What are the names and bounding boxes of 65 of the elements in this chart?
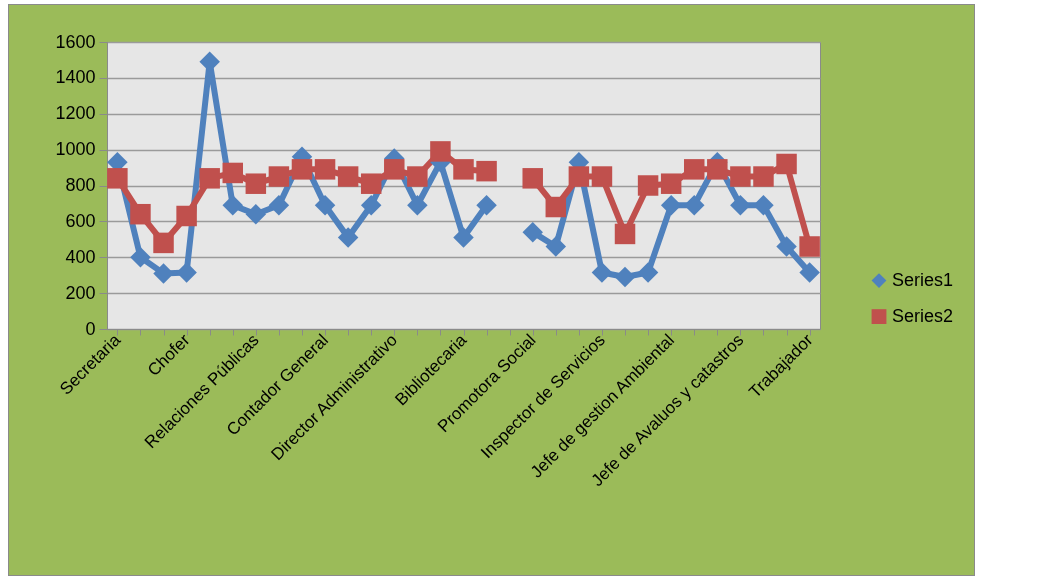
- point: [245, 203, 267, 225]
- point: [591, 262, 613, 283]
- point: [430, 141, 451, 162]
- point: [684, 159, 705, 180]
- point: [384, 159, 405, 180]
- point: [453, 227, 474, 248]
- point: [545, 196, 567, 218]
- point: [614, 223, 636, 245]
- point: [176, 262, 197, 283]
- point: [707, 159, 728, 180]
- point: [753, 166, 774, 187]
- point: [107, 168, 128, 189]
- point: [407, 194, 428, 216]
- point: [199, 168, 220, 189]
- point: [660, 194, 682, 216]
- y-tick-label: 1400: [55, 67, 96, 88]
- y-tick-label: 400: [65, 246, 96, 267]
- point: [476, 194, 497, 216]
- point: [637, 175, 659, 196]
- point: [314, 159, 336, 180]
- legend-label: Series2: [892, 305, 954, 326]
- point: [522, 168, 543, 189]
- point: [222, 162, 243, 184]
- point: [314, 194, 336, 216]
- y-tick-label: 600: [65, 210, 96, 231]
- point: [153, 232, 174, 254]
- point: [153, 263, 174, 284]
- y-tick-label: 1600: [55, 31, 96, 52]
- point: [291, 159, 313, 180]
- point: [799, 262, 820, 283]
- point: [176, 205, 197, 227]
- y-tick-label: 800: [65, 175, 96, 195]
- point: [476, 160, 497, 182]
- point: [130, 203, 151, 225]
- point: [268, 194, 290, 216]
- point: [268, 166, 290, 187]
- point: [684, 194, 705, 216]
- point: [407, 166, 428, 187]
- point: [522, 221, 543, 243]
- point: [545, 236, 567, 257]
- point: [245, 173, 267, 194]
- y-tick-label: 1000: [55, 139, 96, 160]
- point: [799, 236, 820, 257]
- point: [730, 194, 751, 216]
- legend-label: Series1: [892, 269, 954, 290]
- y-tick-label: 0: [85, 318, 96, 339]
- point: [360, 173, 382, 194]
- point: [776, 236, 797, 257]
- point: [222, 194, 243, 216]
- point: [568, 166, 590, 187]
- point: [199, 51, 220, 72]
- point: [360, 194, 382, 216]
- y-tick-label: 200: [65, 282, 96, 303]
- point: [776, 153, 797, 175]
- point: [660, 173, 682, 194]
- y-tick-label: 1200: [55, 103, 96, 124]
- point: [337, 227, 359, 248]
- point: [614, 266, 636, 288]
- point: [337, 166, 359, 187]
- point: [730, 166, 751, 187]
- point: [453, 159, 474, 180]
- point: [591, 166, 613, 187]
- point: [753, 194, 774, 216]
- point: [130, 247, 151, 268]
- point: [637, 262, 659, 283]
